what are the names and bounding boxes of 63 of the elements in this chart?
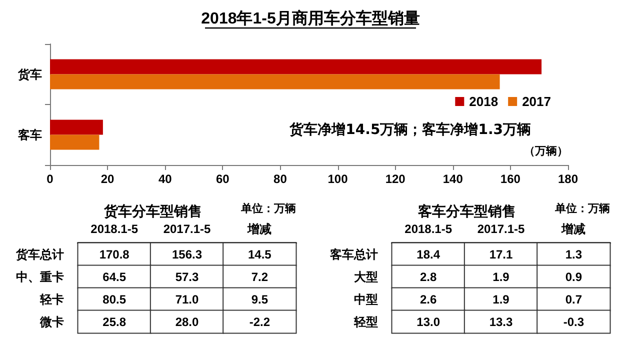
x-tick-label: 增减 bbox=[246, 222, 272, 236]
data-label: 71.0 bbox=[175, 292, 199, 306]
text: 单位：万辆 bbox=[240, 202, 296, 215]
y-tick-label: 轻卡 bbox=[39, 292, 64, 306]
data-label: 1.3 bbox=[565, 247, 582, 262]
y-tick-label: 客车总计 bbox=[329, 247, 378, 262]
x-tick-label: 2017.1-5 bbox=[163, 222, 212, 236]
chart-title: 货车分车型销售 bbox=[103, 203, 202, 219]
x-tick-label: 0 bbox=[46, 172, 54, 186]
text: 单位：万辆 bbox=[554, 202, 610, 215]
bar bbox=[50, 74, 500, 90]
x-tick-label: 增减 bbox=[560, 222, 586, 236]
chart-title: 客车分车型销售 bbox=[417, 203, 516, 219]
data-label: 7.2 bbox=[251, 270, 268, 284]
data-label: 2.8 bbox=[420, 270, 437, 284]
data-label: 28.0 bbox=[175, 314, 199, 329]
bar bbox=[50, 134, 100, 150]
legend-label: 2017 bbox=[522, 94, 551, 109]
data-label: 2.6 bbox=[420, 292, 437, 306]
data-label: -0.3 bbox=[563, 314, 584, 329]
data-label: 1.9 bbox=[492, 270, 510, 284]
y-tick-label: 中、重卡 bbox=[16, 270, 64, 284]
x-tick-label: 80 bbox=[274, 172, 288, 186]
data-label: 14.5 bbox=[248, 247, 272, 262]
x-tick-label: 20 bbox=[100, 172, 115, 186]
data-label: 80.5 bbox=[102, 292, 126, 306]
data-label: 1.9 bbox=[492, 292, 510, 306]
data-label: 13.3 bbox=[489, 314, 513, 329]
data-label: 0.9 bbox=[565, 270, 582, 284]
y-tick-label: 货车 bbox=[17, 67, 42, 82]
data-label: 0.7 bbox=[565, 292, 582, 306]
y-tick-label: 客车 bbox=[17, 128, 42, 142]
legend-label: 2018 bbox=[469, 94, 498, 109]
y-tick-label: 货车总计 bbox=[15, 247, 64, 262]
data-label: 25.8 bbox=[102, 314, 126, 329]
y-tick-label: 大型 bbox=[354, 270, 378, 284]
bar bbox=[50, 120, 103, 135]
x-tick-label: 140 bbox=[442, 172, 464, 186]
data-label: 57.3 bbox=[175, 270, 199, 284]
x-tick-label: 60 bbox=[216, 172, 230, 186]
y-tick-label: 微卡 bbox=[39, 314, 64, 329]
y-tick-label: 中型 bbox=[354, 292, 378, 306]
data-label: 9.5 bbox=[251, 292, 268, 306]
x-tick-label: 180 bbox=[558, 172, 578, 186]
y-tick-label: 轻型 bbox=[353, 314, 378, 329]
x-tick-label: 40 bbox=[158, 172, 172, 186]
data-label: 170.8 bbox=[99, 247, 130, 262]
data-label: 64.5 bbox=[102, 270, 126, 284]
chart-title: 2018年1-5月商用车分车型销量 bbox=[201, 10, 420, 28]
data-label: 156.3 bbox=[172, 247, 202, 262]
x-tick-label: 100 bbox=[328, 172, 348, 186]
annotation: 货车净增14.5万辆；客车净增1.3万辆 bbox=[288, 121, 531, 138]
x-tick-label: 120 bbox=[385, 172, 406, 186]
x-tick-label: 2018.1-5 bbox=[404, 222, 452, 236]
x-axis-title: （万辆） bbox=[524, 144, 568, 158]
data-label: 13.0 bbox=[416, 314, 440, 329]
data-label: 18.4 bbox=[416, 247, 440, 262]
x-tick-label: 2018.1-5 bbox=[90, 222, 138, 236]
data-label: 17.1 bbox=[489, 247, 513, 262]
bar bbox=[50, 59, 542, 74]
x-tick-label: 2017.1-5 bbox=[477, 222, 526, 236]
data-label: -2.2 bbox=[249, 314, 270, 329]
x-tick-label: 160 bbox=[500, 172, 521, 186]
